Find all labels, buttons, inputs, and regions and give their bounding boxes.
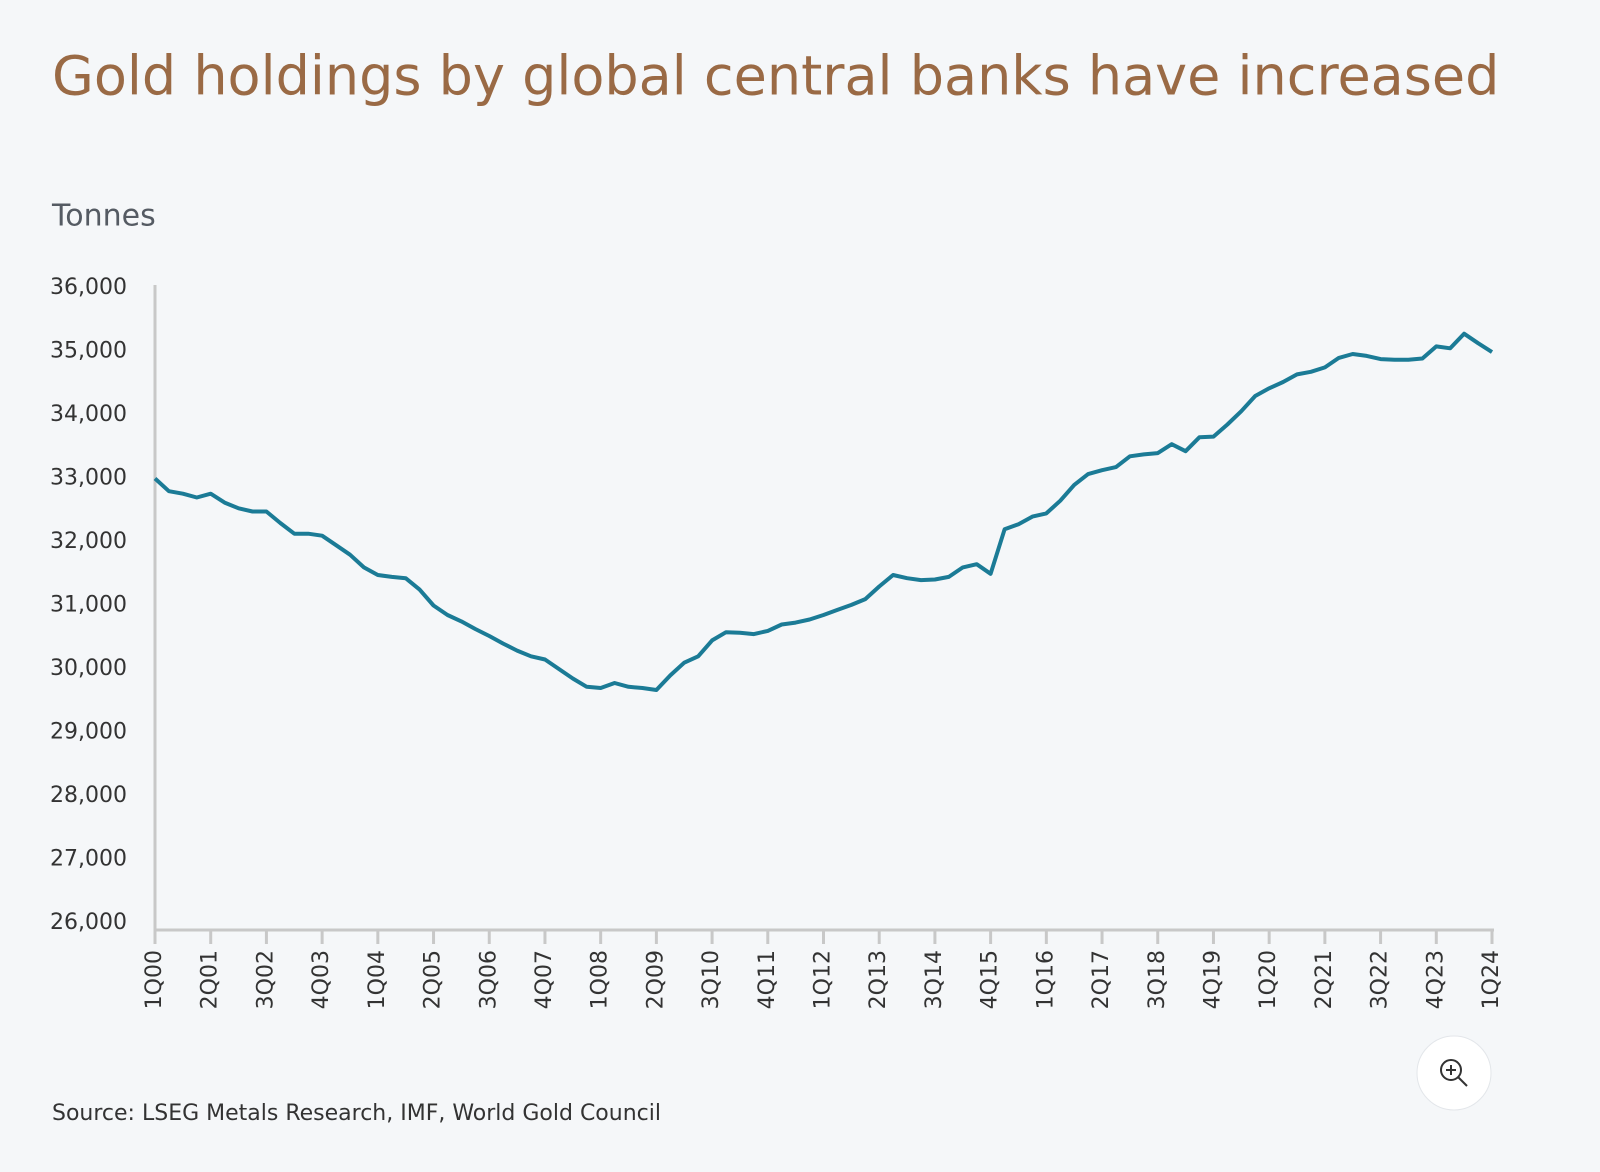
- x-tick-label: 3Q02: [253, 950, 278, 1009]
- y-tick-label: 28,000: [50, 783, 127, 808]
- y-tick-label: 26,000: [50, 910, 127, 935]
- x-tick-label: 3Q14: [922, 950, 947, 1009]
- x-tick-label: 1Q04: [365, 950, 390, 1009]
- x-tick-label: 3Q18: [1145, 950, 1170, 1009]
- x-tick-label: 2Q17: [1089, 950, 1114, 1009]
- y-axis-label: Tonnes: [51, 199, 156, 234]
- x-tick-label: 2Q05: [421, 950, 446, 1009]
- x-tick-label: 4Q11: [755, 950, 780, 1009]
- y-tick-label: 35,000: [50, 339, 127, 364]
- x-tick-label: 4Q19: [1200, 950, 1225, 1009]
- x-tick-label: 3Q10: [699, 950, 724, 1009]
- x-tick-label: 4Q07: [532, 950, 557, 1009]
- source-note: Source: LSEG Metals Research, IMF, World…: [52, 1101, 661, 1126]
- x-tick-label: 1Q08: [588, 950, 613, 1009]
- chart-title: Gold holdings by global central banks ha…: [52, 45, 1499, 108]
- y-tick-label: 36,000: [50, 275, 127, 300]
- y-tick-label: 27,000: [50, 847, 127, 872]
- x-tick-label: 3Q22: [1368, 950, 1393, 1009]
- y-tick-label: 30,000: [50, 656, 127, 681]
- y-tick-label: 31,000: [50, 593, 127, 618]
- x-tick-label: 2Q13: [866, 950, 891, 1009]
- y-tick-label: 29,000: [50, 720, 127, 745]
- x-tick-label: 1Q12: [811, 950, 836, 1009]
- x-tick-label: 1Q00: [142, 950, 167, 1009]
- x-tick-label: 4Q23: [1423, 950, 1448, 1009]
- y-tick-label: 34,000: [50, 402, 127, 427]
- y-tick-label: 33,000: [50, 466, 127, 491]
- x-tick-label: 1Q24: [1479, 950, 1504, 1009]
- x-tick-label: 2Q21: [1312, 950, 1337, 1009]
- zoom-button-bg[interactable]: [1416, 1035, 1492, 1111]
- zoom-icon: [1440, 1059, 1462, 1081]
- x-tick-label: 1Q16: [1033, 950, 1058, 1009]
- zoom-icon: [1457, 1076, 1468, 1087]
- x-tick-label: 4Q15: [978, 950, 1003, 1009]
- series-line: [153, 331, 1494, 692]
- x-tick-label: 2Q01: [198, 950, 223, 1009]
- x-tick-label: 4Q03: [309, 950, 334, 1009]
- x-tick-label: 1Q20: [1256, 950, 1281, 1009]
- zoom-button[interactable]: [1416, 1035, 1492, 1111]
- y-tick-label: 32,000: [50, 529, 127, 554]
- x-tick-label: 2Q09: [643, 950, 668, 1009]
- x-tick-label: 3Q06: [476, 950, 501, 1009]
